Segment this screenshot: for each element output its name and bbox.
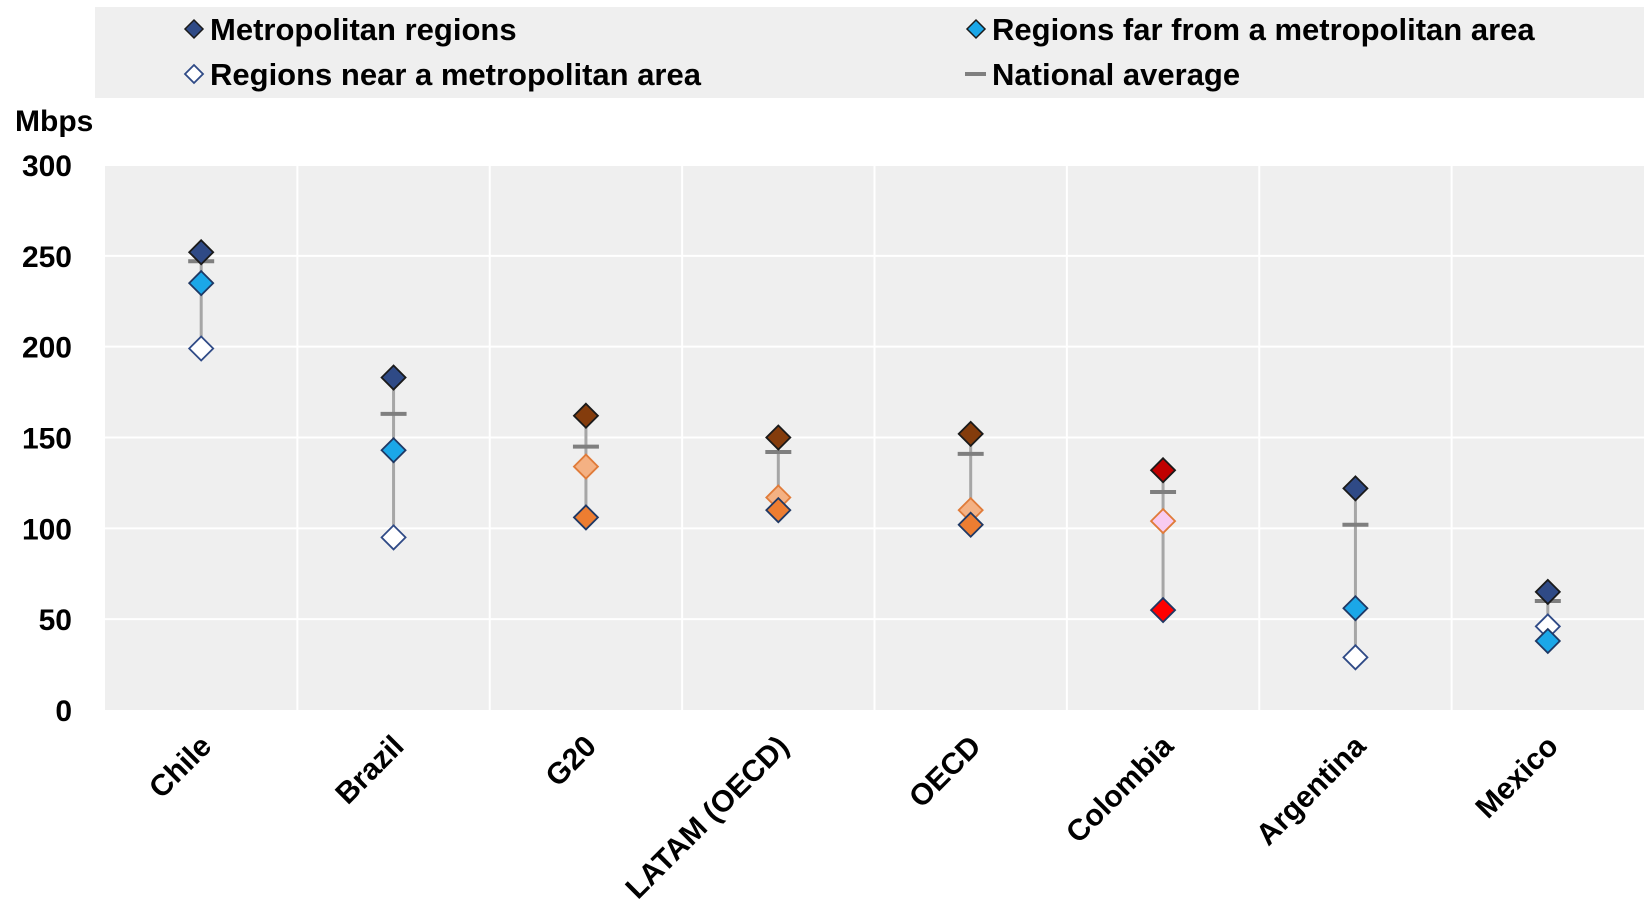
legend-item-national-average: National average [965, 57, 1240, 92]
far-region-marker [1534, 627, 1562, 655]
y-tick-label: 150 [22, 423, 72, 456]
legend-label-national-average: National average [992, 57, 1240, 92]
metropolitan-marker [572, 402, 600, 429]
x-axis-labels: Chile Brazil G20 LATAM (OECD) OECD Colombia Ar… [143, 729, 1565, 905]
metropolitan-marker [957, 420, 984, 448]
legend-marker-far [965, 18, 987, 40]
x-tick-label: LATAM (OECD) [620, 730, 796, 906]
y-tick-label: 300 [22, 150, 72, 183]
far-region-marker [765, 496, 792, 524]
gridlines [105, 164, 1644, 710]
near-region-marker [1342, 644, 1369, 671]
legend: Metropolitan regions Regions far from a … [95, 7, 1644, 98]
y-axis-ticks: 0 50 100 150 200 250 300 [22, 150, 72, 728]
metropolitan-marker [187, 238, 215, 266]
y-tick-label: 200 [22, 332, 72, 365]
far-region-marker [1149, 596, 1177, 624]
x-tick-label: Colombia [1060, 729, 1180, 849]
y-axis-label: Mbps [15, 105, 93, 138]
legend-item-far: Regions far from a metropolitan area [965, 12, 1535, 47]
x-tick-label: Mexico [1470, 730, 1565, 825]
far-region-marker [187, 269, 215, 297]
x-tick-label: OECD [903, 730, 988, 815]
legend-marker-near [183, 63, 205, 85]
near-region-marker [1149, 507, 1177, 535]
x-tick-label: G20 [539, 730, 602, 793]
metropolitan-marker [765, 424, 792, 451]
metropolitan-marker [380, 364, 407, 391]
legend-item-near: Regions near a metropolitan area [183, 57, 702, 92]
y-tick-label: 0 [55, 695, 72, 728]
far-region-marker [572, 504, 600, 531]
legend-label-far: Regions far from a metropolitan area [992, 12, 1535, 47]
near-region-marker [187, 335, 215, 362]
y-tick-label: 250 [22, 241, 72, 274]
metropolitan-marker [1534, 578, 1562, 606]
legend-label-metropolitan: Metropolitan regions [210, 12, 517, 47]
metropolitan-marker [1149, 456, 1177, 484]
y-tick-label: 100 [22, 513, 72, 546]
near-region-marker [380, 524, 407, 551]
far-region-marker [380, 436, 407, 464]
legend-background [95, 7, 1644, 98]
x-tick-label: Argentina [1250, 729, 1373, 852]
legend-item-metropolitan: Metropolitan regions [183, 12, 517, 47]
legend-label-near: Regions near a metropolitan area [210, 57, 702, 92]
data-markers [187, 238, 1562, 671]
x-tick-label: Chile [143, 730, 218, 805]
x-tick-label: Brazil [329, 730, 410, 811]
near-region-marker [572, 453, 600, 480]
y-tick-label: 50 [39, 604, 72, 637]
far-region-marker [1342, 594, 1369, 622]
metropolitan-marker [1342, 475, 1369, 502]
legend-marker-metropolitan [183, 18, 205, 40]
far-region-marker [957, 511, 984, 538]
